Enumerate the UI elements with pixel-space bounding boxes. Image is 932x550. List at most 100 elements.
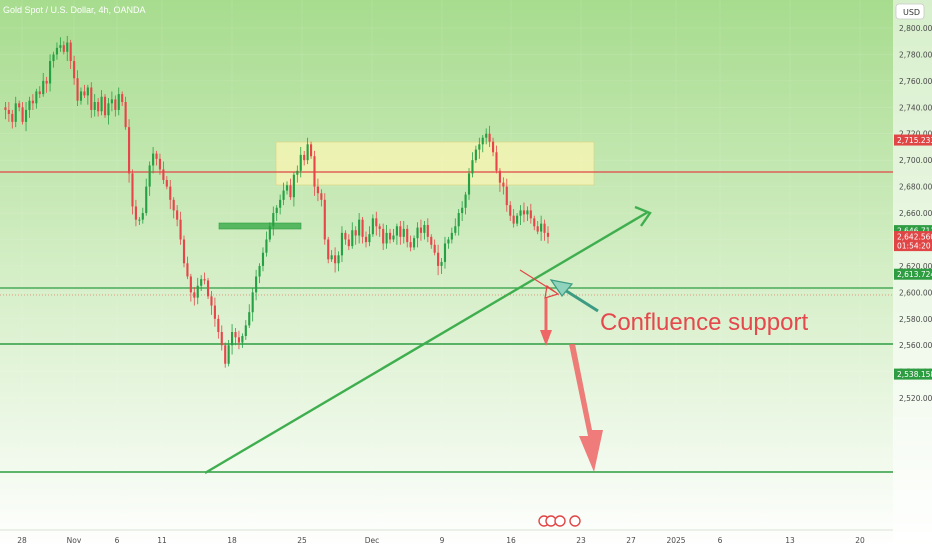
candle-body: [79, 91, 83, 101]
candle-body: [261, 252, 265, 266]
candle-body: [258, 265, 261, 277]
price-label-box: [894, 134, 932, 146]
price-label-value: 2,613.724: [897, 270, 932, 279]
candle-body: [93, 102, 96, 110]
candle-body: [395, 226, 398, 236]
candle-body: [127, 127, 131, 174]
candle-body: [433, 244, 436, 253]
candle-body: [485, 133, 488, 138]
x-tick-label: 9: [440, 536, 445, 545]
candle-body: [179, 219, 182, 240]
event-icons[interactable]: [538, 515, 581, 527]
candle-body: [90, 87, 93, 110]
candle-body: [62, 45, 65, 52]
candle-body: [437, 252, 440, 266]
candle-body: [399, 226, 402, 237]
candle-body: [461, 207, 464, 214]
x-tick-label: 23: [576, 536, 586, 545]
confluence-annotation: Confluence support: [600, 309, 808, 336]
y-tick-label: 2,800.000: [899, 24, 932, 33]
candle-body: [189, 276, 192, 293]
breakout-marker: [218, 222, 302, 230]
candle-body: [73, 61, 76, 79]
candle-body: [158, 158, 162, 170]
candle-body: [244, 325, 247, 336]
candle-body: [131, 173, 134, 207]
candle-body: [323, 199, 326, 240]
currency-button[interactable]: [895, 3, 925, 20]
candle-body: [474, 149, 477, 161]
candle-body: [529, 210, 532, 219]
y-tick-label: 2,620.000: [899, 262, 932, 271]
y-tick-label: 2,600.000: [899, 288, 932, 297]
candle-body: [285, 185, 289, 191]
candle-body: [450, 232, 453, 240]
candle-body: [172, 199, 175, 211]
candle-body: [543, 223, 546, 233]
candle-body: [385, 232, 388, 244]
candle-body: [292, 174, 295, 198]
candle-body: [533, 218, 536, 227]
candle-body: [224, 345, 227, 364]
candle-body: [234, 332, 237, 338]
candle-body: [443, 243, 447, 262]
candle-body: [35, 91, 38, 104]
candle-body: [200, 279, 203, 286]
currency-button-label[interactable]: USD: [903, 8, 920, 17]
price-label-value: 2,642.560: [897, 233, 932, 242]
y-tick-label: 2,660.000: [899, 209, 932, 218]
candle-body: [7, 109, 10, 114]
resistance-zone: [275, 141, 595, 186]
x-tick-label: 13: [785, 536, 795, 545]
candle-body: [457, 213, 460, 227]
price-labels: 2,715.2332,646.7132,642.56001:54:202,613…: [894, 134, 932, 380]
candle-body: [124, 102, 127, 128]
candle-body: [18, 103, 21, 108]
y-tick-label: 2,740.000: [899, 103, 932, 112]
y-tick-label: 2,560.000: [899, 341, 932, 350]
candle-body: [114, 99, 117, 110]
grid: [0, 0, 893, 530]
candle-body: [330, 255, 333, 260]
candle-body: [272, 213, 275, 227]
candle-body: [478, 144, 481, 150]
candle-body: [59, 45, 62, 48]
candle-body: [268, 226, 271, 240]
candle-body: [210, 296, 213, 306]
candle-body: [206, 280, 210, 297]
candle-body: [155, 153, 158, 159]
candle-body: [28, 100, 31, 110]
candle-body: [340, 232, 344, 256]
candle-body: [49, 61, 52, 84]
candle-body: [303, 154, 306, 161]
candle-body: [76, 78, 79, 101]
candle-body: [375, 218, 378, 227]
candle-body: [495, 152, 498, 171]
candle-body: [152, 153, 155, 166]
candle-body: [512, 215, 515, 224]
candle-body: [14, 103, 17, 122]
candle-body: [227, 345, 230, 364]
y-tick-label: 2,760.000: [899, 77, 932, 86]
price-label-box: [894, 368, 932, 380]
candle-body: [502, 182, 505, 187]
price-label-box: [894, 231, 932, 252]
channel-arrowhead: [544, 284, 560, 299]
candle-body: [121, 94, 124, 103]
candle-body: [176, 210, 179, 220]
candle-body: [69, 42, 72, 62]
event-flag-icon[interactable]: [569, 515, 581, 527]
candle-body: [430, 236, 433, 245]
x-tick-label: 6: [115, 536, 120, 545]
candle-body: [296, 170, 299, 175]
candle-body: [361, 219, 364, 237]
candle-body: [275, 207, 278, 214]
candle-body: [103, 96, 107, 116]
event-flag-icon[interactable]: [554, 515, 566, 527]
candle-body: [471, 160, 474, 174]
candle-body: [134, 206, 137, 220]
candle-body: [220, 332, 223, 346]
candle-body: [86, 87, 89, 96]
candle-body: [251, 292, 254, 313]
